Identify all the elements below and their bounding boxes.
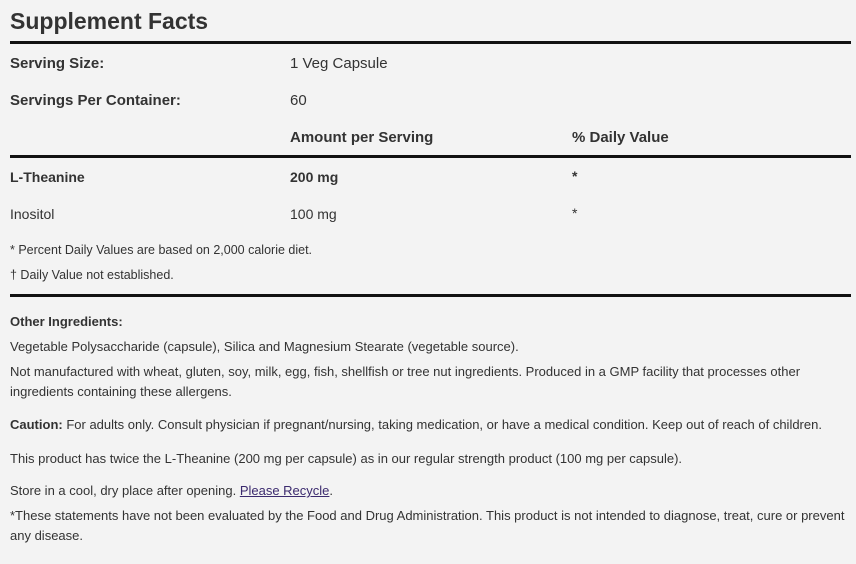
servings-per-container-label: Servings Per Container: bbox=[10, 92, 181, 109]
other-ingredients-text: Vegetable Polysaccharide (capsule), Sili… bbox=[10, 339, 519, 354]
nutrient-name: L-Theanine bbox=[10, 169, 85, 185]
serving-size-value: 1 Veg Capsule bbox=[290, 55, 388, 72]
footnote: † Daily Value not established. bbox=[10, 268, 174, 282]
strength-note: This product has twice the L-Theanine (2… bbox=[10, 451, 683, 466]
storage-text: Store in a cool, dry place after opening… bbox=[10, 483, 240, 498]
page-title: Supplement Facts bbox=[10, 8, 209, 34]
nutrient-amount: 100 mg bbox=[290, 206, 337, 222]
servings-per-container-value: 60 bbox=[290, 92, 307, 109]
caution-label: Caution: bbox=[10, 417, 63, 432]
nutrient-amount: 200 mg bbox=[290, 169, 339, 185]
caution-text: For adults only. Consult physician if pr… bbox=[62, 417, 822, 432]
nutrient-dv: * bbox=[572, 168, 578, 184]
divider bbox=[10, 41, 851, 44]
storage-end: . bbox=[329, 483, 334, 498]
storage-statement: Store in a cool, dry place after opening… bbox=[10, 481, 846, 501]
nutrient-dv: * bbox=[572, 205, 578, 221]
divider bbox=[10, 294, 851, 297]
daily-value-header: % Daily Value bbox=[572, 129, 669, 146]
nutrient-name: Inositol bbox=[10, 206, 55, 222]
caution-statement: Caution: For adults only. Consult physic… bbox=[10, 415, 846, 435]
allergen-statement: Not manufactured with wheat, gluten, soy… bbox=[10, 364, 801, 399]
serving-size-label: Serving Size: bbox=[10, 55, 105, 72]
footnote: * Percent Daily Values are based on 2,00… bbox=[10, 243, 313, 257]
please-recycle-link[interactable]: Please Recycle bbox=[239, 483, 330, 498]
amount-header: Amount per Serving bbox=[290, 129, 434, 146]
divider bbox=[10, 155, 851, 158]
other-ingredients-label: Other Ingredients: bbox=[10, 314, 123, 329]
fda-disclaimer: *These statements have not been evaluate… bbox=[10, 508, 845, 543]
